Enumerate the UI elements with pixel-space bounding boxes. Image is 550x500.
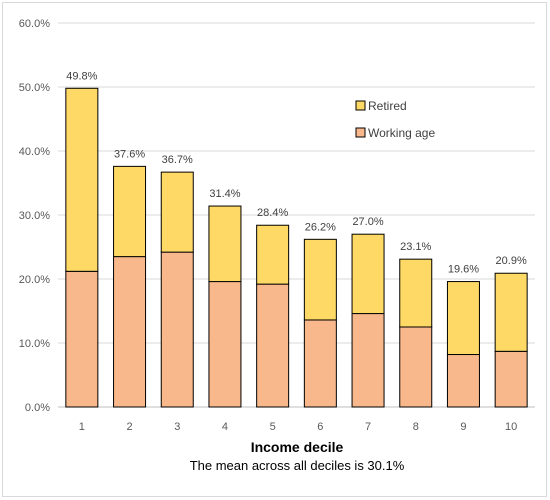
bar-retired — [208, 205, 242, 283]
bar-retired — [446, 281, 480, 356]
total-data-label: 20.9% — [496, 255, 527, 267]
legend: Retired Working age — [355, 99, 435, 140]
bar-working-age — [446, 354, 480, 408]
bar-working-age — [399, 326, 433, 408]
legend-label: Retired — [368, 99, 407, 113]
total-data-label: 26.2% — [305, 221, 336, 233]
total-data-label: 36.7% — [162, 154, 193, 166]
bar-working-age — [65, 270, 99, 408]
bar-working-age — [494, 350, 528, 408]
bar-retired — [160, 171, 194, 253]
x-tick-label: 5 — [270, 421, 276, 433]
total-data-label: 27.0% — [352, 216, 383, 228]
y-tick-label: 60.0% — [19, 18, 50, 30]
legend-swatch — [355, 127, 366, 138]
total-data-label: 49.8% — [66, 70, 97, 82]
bar-working-age — [256, 283, 290, 408]
bar-working-age — [208, 281, 242, 408]
data-labels: 49.8% 37.6% 36.7% 31.4% 28.4% 26.2% 27.0% 23.1%… — [66, 70, 527, 275]
x-tick-label: 10 — [505, 421, 517, 433]
bar-retired — [113, 165, 147, 258]
bar-working-age — [160, 251, 194, 408]
y-tick-label: 40.0% — [19, 146, 50, 158]
total-data-label: 19.6% — [448, 264, 479, 276]
x-axis-ticks: 1 2 3 4 5 6 7 8 9 10 — [79, 421, 517, 433]
bar-retired — [351, 233, 385, 315]
y-axis-ticks: 0.0% 10.0% 20.0% 30.0% 40.0% 50.0% 60.0% — [19, 18, 50, 414]
bar-retired — [256, 224, 290, 285]
bar-working-age — [351, 313, 385, 408]
bar-retired — [399, 258, 433, 328]
y-tick-label: 30.0% — [19, 210, 50, 222]
bar-retired — [303, 238, 337, 321]
bar-retired — [494, 272, 528, 352]
total-data-label: 31.4% — [209, 188, 240, 200]
x-tick-label: 4 — [222, 421, 228, 433]
x-tick-label: 2 — [126, 421, 132, 433]
bar-working-age — [113, 256, 147, 408]
x-tick-label: 6 — [317, 421, 323, 433]
x-tick-label: 1 — [79, 421, 85, 433]
bars — [65, 87, 528, 408]
y-tick-label: 20.0% — [19, 274, 50, 286]
legend-swatch — [355, 100, 366, 111]
x-axis-title: Income decile — [251, 439, 344, 455]
bar-working-age — [303, 319, 337, 408]
x-tick-label: 3 — [174, 421, 180, 433]
bar-retired — [65, 87, 99, 272]
chart-note: The mean across all deciles is 30.1% — [190, 458, 405, 473]
x-tick-label: 9 — [460, 421, 466, 433]
legend-label: Working age — [368, 126, 435, 140]
total-data-label: 28.4% — [257, 207, 288, 219]
total-data-label: 23.1% — [400, 241, 431, 253]
x-tick-label: 8 — [413, 421, 419, 433]
y-tick-label: 10.0% — [19, 338, 50, 350]
total-data-label: 37.6% — [114, 148, 145, 160]
y-tick-label: 50.0% — [19, 82, 50, 94]
y-tick-label: 0.0% — [25, 402, 50, 414]
x-tick-label: 7 — [365, 421, 371, 433]
